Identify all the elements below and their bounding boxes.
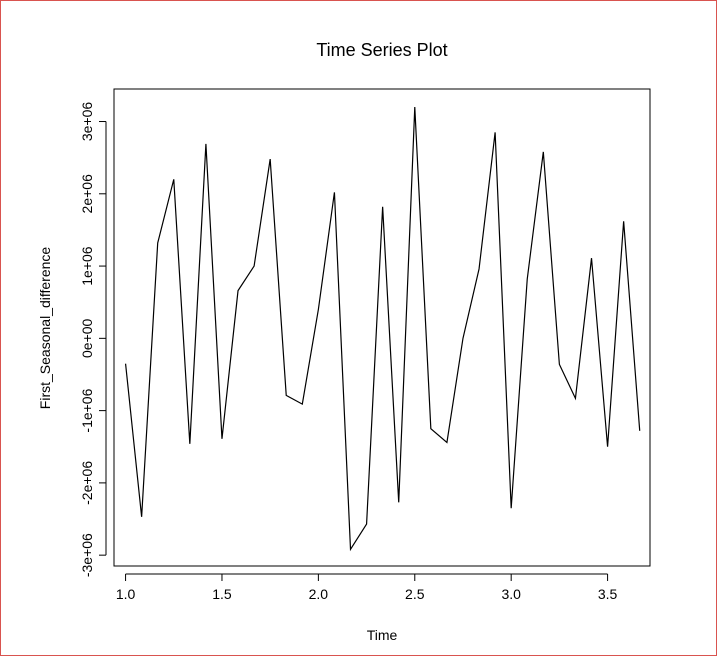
y-axis-label: First_Seasonal_difference xyxy=(37,247,53,410)
y-axis: -3e+06 -2e+06 -1e+06 0e+00 1e+06 2e+06 3e+06 xyxy=(79,102,107,577)
y-tick-label: 3e+06 xyxy=(79,102,95,142)
y-tick-label: -3e+06 xyxy=(79,533,95,577)
x-tick-label: 2.5 xyxy=(405,586,425,602)
series-line xyxy=(124,107,641,552)
y-tick-label: -1e+06 xyxy=(79,388,95,432)
y-tick-label: 2e+06 xyxy=(79,174,95,214)
x-tick-label: 2.0 xyxy=(309,586,329,602)
y-tick-label: -2e+06 xyxy=(79,461,95,505)
x-tick-label: 3.5 xyxy=(598,586,618,602)
x-tick-label: 3.0 xyxy=(501,586,521,602)
x-tick-label: 1.0 xyxy=(116,586,136,602)
y-tick-label: 1e+06 xyxy=(79,246,95,286)
x-tick-label: 1.5 xyxy=(212,586,232,602)
x-axis-label: Time xyxy=(367,627,398,643)
y-tick-label: 0e+00 xyxy=(79,318,95,358)
series-layer xyxy=(124,107,641,552)
x-axis: 1.0 1.5 2.0 2.5 3.0 3.5 xyxy=(116,573,618,602)
plot-box xyxy=(113,88,651,567)
chart-title: Time Series Plot xyxy=(316,40,447,60)
